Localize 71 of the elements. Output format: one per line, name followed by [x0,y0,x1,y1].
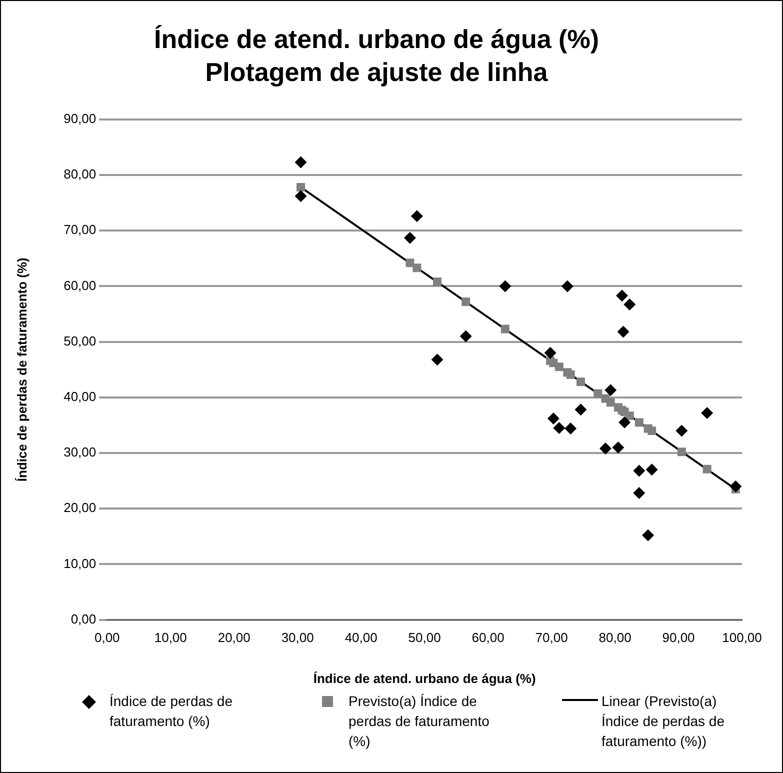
x-axis-title: Índice de atend. urbano de água (%) [313,670,536,686]
point [410,210,423,222]
point [617,326,630,338]
x-tick-label: 30,00 [281,630,314,646]
point [646,464,658,476]
point [406,258,414,268]
x-tick-label: 60,00 [472,630,504,646]
y-axis-title: Índice de perdas de faturamento (%) [14,258,30,482]
point [553,422,566,434]
point [604,384,617,396]
legend-label: Índice de perdas de faturamento (%) [110,692,234,731]
y-tick-label: 90,00 [64,110,96,126]
point [544,346,556,359]
point [462,298,470,306]
legend-label: Linear (Previsto(a) Índice de perdas de faturamento (%)) [602,692,726,751]
y-tick-label: 20,00 [64,500,96,516]
legend-label: Previsto(a) Índice de perdas de faturamento (%) [348,692,490,751]
point [433,278,442,286]
point [412,264,422,272]
x-tick-label: 90,00 [662,630,695,646]
y-tick-label: 40,00 [64,388,96,404]
point [676,424,688,437]
x-tick-label: 50,00 [408,630,441,646]
point [633,464,646,477]
point [633,487,646,500]
point [648,426,656,436]
x-tick-label: 10,00 [154,630,187,646]
point [566,370,575,379]
point [294,156,307,168]
point [677,448,686,456]
point [564,422,577,435]
point [561,280,574,292]
point [576,378,585,386]
point [606,398,615,407]
y-tick-label: 70,00 [64,222,96,238]
y-tick-label: 30,00 [64,444,96,460]
point [616,290,628,302]
y-tick-label: 80,00 [64,166,96,182]
x-tick-label: 40,00 [344,630,378,646]
x-tick-label: 20,00 [218,630,250,646]
point [702,464,712,474]
chart-subtitle: Plotagem de ajuste de linha [205,56,548,87]
x-tick-label: 80,00 [598,630,632,646]
point [460,330,472,342]
chart-title: Índice de atend. urbano de água (%) [154,24,599,54]
point [600,442,612,455]
point [296,182,306,192]
point [499,280,512,292]
point [594,389,602,398]
point [547,412,560,425]
point [730,480,742,492]
point [634,418,644,427]
point [294,190,307,202]
point [612,441,624,454]
x-tick-label: 70,00 [535,630,568,646]
y-tick-label: 10,00 [64,556,96,571]
point [701,406,714,419]
point [574,404,587,416]
point [431,354,444,366]
point [554,362,564,372]
y-tick-label: 0,00 [70,611,96,626]
y-tick-label: 60,00 [64,278,96,293]
y-tick-label: 50,00 [64,333,96,348]
x-tick-label: 100,00 [722,630,762,646]
point [404,232,416,244]
point [642,529,654,542]
point [624,298,636,311]
point [618,416,631,428]
point [500,324,510,334]
point [625,412,634,420]
x-tick-label: 0,00 [94,630,120,646]
